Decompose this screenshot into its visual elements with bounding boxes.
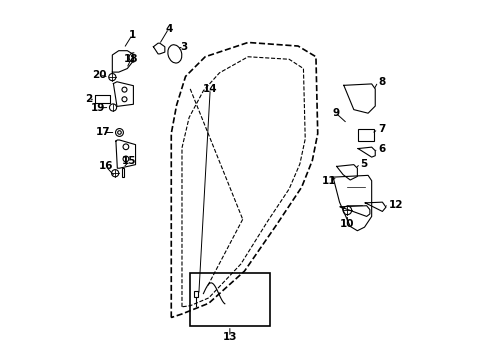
Text: 1: 1: [128, 30, 135, 40]
Text: 10: 10: [340, 219, 354, 229]
Text: 2: 2: [84, 94, 92, 104]
Text: 17: 17: [96, 127, 110, 138]
Text: 6: 6: [377, 144, 385, 154]
Text: 13: 13: [222, 332, 237, 342]
Text: 7: 7: [377, 124, 385, 134]
Text: 4: 4: [165, 23, 172, 33]
Bar: [122, 168, 124, 177]
Text: 9: 9: [331, 108, 339, 118]
Bar: [193, 291, 198, 297]
Text: 11: 11: [322, 176, 336, 186]
Text: 12: 12: [388, 200, 403, 210]
Text: 8: 8: [377, 77, 385, 87]
Text: 5: 5: [360, 158, 367, 168]
Bar: [357, 129, 373, 141]
Bar: [190, 273, 269, 326]
Text: 15: 15: [122, 156, 137, 166]
Text: 19: 19: [91, 103, 105, 113]
Text: 14: 14: [203, 84, 217, 94]
Text: 18: 18: [124, 54, 138, 64]
Text: 16: 16: [99, 161, 113, 171]
Text: 20: 20: [92, 70, 107, 80]
Text: 3: 3: [180, 42, 187, 52]
